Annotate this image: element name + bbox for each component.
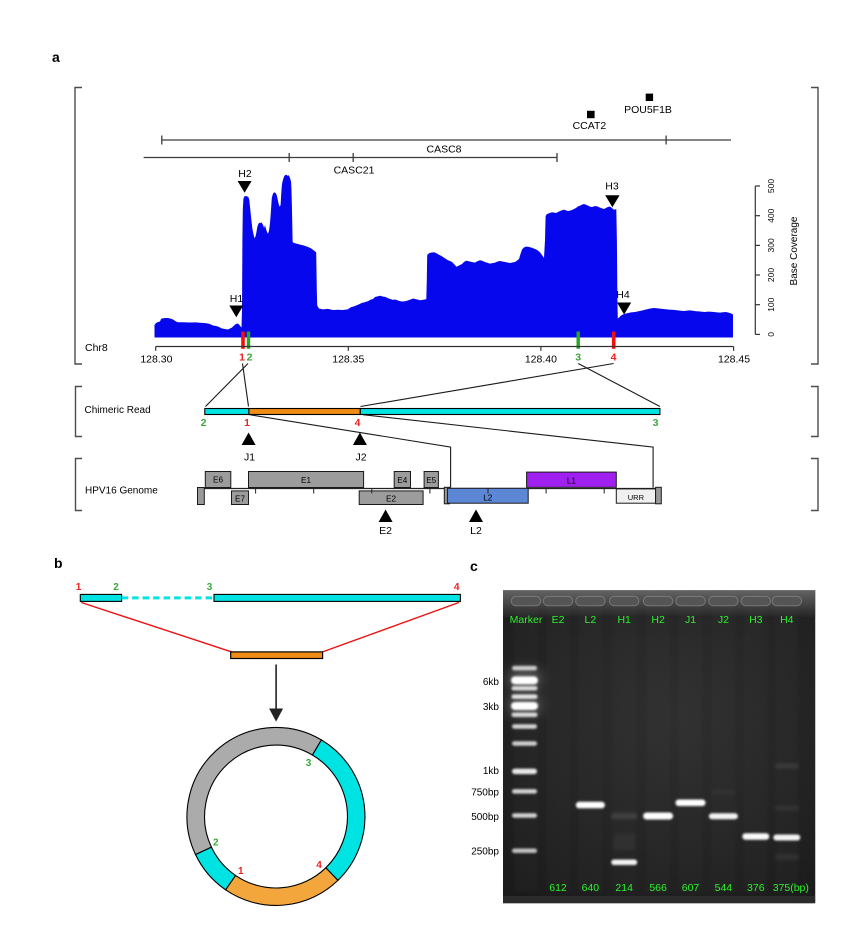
- svg-text:3: 3: [575, 352, 581, 364]
- svg-text:E1: E1: [301, 476, 311, 485]
- svg-text:100: 100: [766, 297, 776, 311]
- svg-text:500bp: 500bp: [471, 812, 499, 823]
- svg-text:Base Coverage: Base Coverage: [789, 216, 800, 285]
- svg-text:1: 1: [238, 866, 244, 877]
- svg-text:H4: H4: [616, 289, 630, 301]
- svg-text:566: 566: [649, 882, 667, 894]
- svg-text:4: 4: [454, 582, 460, 593]
- svg-text:H1: H1: [230, 293, 244, 305]
- svg-text:E7: E7: [235, 495, 245, 504]
- svg-text:2: 2: [213, 838, 219, 849]
- svg-text:376: 376: [747, 882, 765, 894]
- svg-text:2: 2: [247, 352, 253, 364]
- svg-text:544: 544: [715, 882, 733, 894]
- svg-text:1: 1: [239, 352, 245, 364]
- svg-text:375(bp): 375(bp): [773, 882, 809, 894]
- svg-text:128.40: 128.40: [525, 354, 557, 366]
- svg-text:a: a: [52, 49, 60, 65]
- svg-text:E6: E6: [213, 476, 223, 485]
- svg-text:URR: URR: [628, 493, 645, 502]
- svg-text:2: 2: [201, 417, 207, 429]
- svg-text:128.35: 128.35: [332, 354, 364, 366]
- svg-text:3: 3: [306, 758, 312, 769]
- svg-text:H2: H2: [651, 614, 665, 626]
- svg-text:612: 612: [549, 882, 567, 894]
- svg-text:750bp: 750bp: [471, 787, 499, 798]
- svg-text:POU5F1B: POU5F1B: [624, 104, 672, 116]
- svg-text:H4: H4: [780, 614, 794, 626]
- svg-text:200: 200: [766, 268, 776, 282]
- svg-text:E2: E2: [386, 495, 396, 504]
- svg-text:H3: H3: [605, 181, 619, 193]
- svg-text:400: 400: [766, 208, 776, 222]
- svg-text:J2: J2: [355, 452, 366, 464]
- svg-text:607: 607: [682, 882, 700, 894]
- svg-text:300: 300: [766, 238, 776, 252]
- svg-text:b: b: [54, 555, 63, 571]
- svg-text:Marker: Marker: [510, 614, 543, 626]
- svg-text:250bp: 250bp: [471, 846, 499, 857]
- svg-text:128.45: 128.45: [718, 354, 750, 366]
- svg-text:3kb: 3kb: [483, 702, 500, 713]
- svg-text:L1: L1: [567, 477, 577, 486]
- svg-text:Chimeric Read: Chimeric Read: [85, 405, 151, 416]
- svg-text:214: 214: [615, 882, 633, 894]
- svg-text:c: c: [470, 558, 478, 574]
- svg-text:L2: L2: [470, 525, 482, 537]
- svg-text:H2: H2: [238, 168, 252, 180]
- svg-text:L2: L2: [483, 494, 493, 503]
- svg-text:640: 640: [582, 882, 600, 894]
- svg-text:4: 4: [316, 860, 322, 871]
- svg-text:CCAT2: CCAT2: [573, 120, 607, 132]
- svg-text:H3: H3: [749, 614, 763, 626]
- svg-text:1: 1: [244, 417, 250, 429]
- svg-text:J2: J2: [718, 614, 729, 626]
- svg-text:2: 2: [113, 582, 119, 593]
- svg-text:H1: H1: [617, 614, 631, 626]
- svg-text:128.30: 128.30: [140, 354, 172, 366]
- svg-text:4: 4: [355, 417, 361, 429]
- svg-text:3: 3: [207, 582, 213, 593]
- svg-text:E2: E2: [379, 525, 392, 537]
- svg-text:HPV16 Genome: HPV16 Genome: [85, 486, 158, 497]
- svg-text:3: 3: [653, 417, 659, 429]
- svg-text:J1: J1: [244, 452, 255, 464]
- svg-text:1kb: 1kb: [483, 766, 500, 777]
- svg-text:J1: J1: [685, 614, 696, 626]
- svg-text:CASC21: CASC21: [334, 165, 375, 177]
- svg-text:6kb: 6kb: [483, 677, 500, 688]
- svg-text:500: 500: [766, 179, 776, 193]
- svg-text:L2: L2: [585, 614, 597, 626]
- svg-text:0: 0: [766, 332, 776, 337]
- svg-text:E5: E5: [426, 476, 436, 485]
- svg-text:Chr8: Chr8: [85, 342, 108, 354]
- svg-text:CASC8: CASC8: [426, 144, 461, 156]
- svg-text:4: 4: [611, 352, 617, 364]
- svg-text:E2: E2: [552, 614, 565, 626]
- svg-text:E4: E4: [397, 476, 407, 485]
- svg-text:1: 1: [76, 582, 82, 593]
